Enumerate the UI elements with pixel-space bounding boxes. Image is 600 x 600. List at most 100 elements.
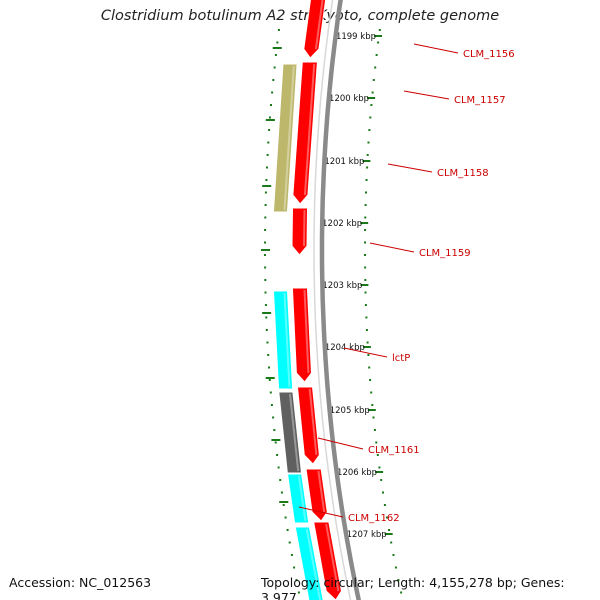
backbone-outline <box>313 0 352 600</box>
scale-dot <box>369 116 372 119</box>
leader-line <box>387 163 433 173</box>
scale-dot <box>377 41 380 44</box>
outer-scale-dot <box>273 429 276 431</box>
gene-arrow <box>272 290 294 390</box>
outer-scale-dot <box>273 66 276 69</box>
gene-arrow <box>272 63 298 213</box>
outer-scale-dot <box>280 491 283 494</box>
scale-dot <box>371 404 374 406</box>
leader-line <box>369 242 415 253</box>
gene-highlight <box>305 528 322 600</box>
gene-arrow <box>286 473 310 524</box>
outer-scale-dot <box>295 579 298 581</box>
scale-dot <box>364 291 367 294</box>
outer-scale-dot <box>264 229 267 231</box>
outer-scale-dot <box>274 441 277 444</box>
scale-label: 1199 kbp <box>336 32 376 42</box>
scale-dot <box>364 241 366 244</box>
scale-dot <box>378 466 381 469</box>
leader-line <box>403 90 450 100</box>
gene-arrow <box>278 391 303 474</box>
gene-arrow <box>294 526 324 600</box>
gene-label: CLM_1156 <box>463 49 515 60</box>
gene-arrow <box>296 386 320 465</box>
scale-dot <box>382 491 384 494</box>
outer-scale-dot <box>264 254 266 256</box>
scale-dot <box>365 329 368 331</box>
outer-scale-dot <box>272 416 275 419</box>
outer-scale-dot <box>264 191 267 194</box>
scale-dot <box>365 179 368 181</box>
outer-scale-dot <box>264 266 267 269</box>
scale-dot <box>367 141 370 144</box>
scale-dot <box>365 316 368 319</box>
leader-line <box>413 43 459 54</box>
scale-label: 1207 kbp <box>347 530 387 540</box>
outer-scale-dot <box>286 529 289 531</box>
gene-highlight <box>297 475 307 522</box>
gene-arrow <box>292 61 318 205</box>
scale-dot <box>369 379 372 381</box>
scale-dot <box>385 516 388 519</box>
outer-scale-dot <box>269 116 271 119</box>
outer-scale-dot <box>277 466 280 469</box>
gene-highlight <box>308 388 318 456</box>
outer-scale-dot <box>271 91 274 94</box>
gene-label: lctP <box>392 353 410 364</box>
accession-text: Accession: NC_012563 <box>9 575 152 590</box>
scale-dot <box>375 441 378 444</box>
genome-backbone <box>313 0 361 600</box>
outer-scale-dot <box>267 354 270 356</box>
outer-scale-dot <box>265 316 268 319</box>
outer-scale-dot <box>297 591 300 594</box>
scale-dot <box>366 166 369 169</box>
topology-text: Topology: circular; Length: 4,155,278 bp… <box>261 575 565 600</box>
scale-label: 1203 kbp <box>322 281 362 291</box>
scale-label: 1200 kbp <box>329 94 369 104</box>
outer-scale-dot <box>266 154 269 156</box>
scale-dot <box>368 129 371 131</box>
scale-dot <box>400 591 403 594</box>
outer-scale-dot <box>268 379 271 381</box>
minor-tick-dots <box>264 29 403 594</box>
gene-arrow <box>303 0 327 59</box>
gene-highlight <box>289 393 300 472</box>
map-title: Clostridium botulinum A2 str. Kyoto, com… <box>100 8 500 24</box>
outer-scale-dot <box>288 541 291 544</box>
scale-dot <box>371 91 374 94</box>
scale-dot <box>390 541 393 544</box>
outer-scale-dot <box>264 279 267 281</box>
scale-dot <box>366 341 369 344</box>
outer-scale-dot <box>274 54 277 56</box>
outer-scale-dot <box>265 329 268 331</box>
gene-arrow <box>313 521 343 600</box>
gene-highlight <box>303 63 316 196</box>
scale-label: 1202 kbp <box>322 219 362 229</box>
gene-label: CLM_1162 <box>348 513 400 524</box>
outer-scale-dot <box>268 129 271 131</box>
scale-dot <box>392 554 395 556</box>
outer-scale-dot <box>264 291 267 294</box>
scale-label: 1205 kbp <box>330 406 370 416</box>
outer-scale-dot <box>264 204 267 206</box>
gene-label: CLM_1161 <box>368 445 420 456</box>
outer-scale-dot <box>267 141 270 144</box>
outer-scale-dot <box>293 566 296 569</box>
scale-dot <box>368 366 371 369</box>
outer-scale-dot <box>264 304 267 306</box>
scale-dot <box>364 216 367 219</box>
scale-dot <box>372 416 375 419</box>
scale-label: 1201 kbp <box>324 157 364 167</box>
gene-label: CLM_1158 <box>437 168 489 179</box>
outer-scale-dot <box>264 216 267 219</box>
gene-features <box>272 0 343 600</box>
scale-dot <box>364 279 367 281</box>
outer-scale-dot <box>282 504 285 506</box>
scale-dot <box>378 29 381 31</box>
scale-dot <box>375 54 378 56</box>
gene-highlight <box>314 0 324 50</box>
gene-label: CLM_1159 <box>419 248 471 259</box>
gene-arrow <box>305 468 328 522</box>
scale-dot <box>372 79 375 81</box>
